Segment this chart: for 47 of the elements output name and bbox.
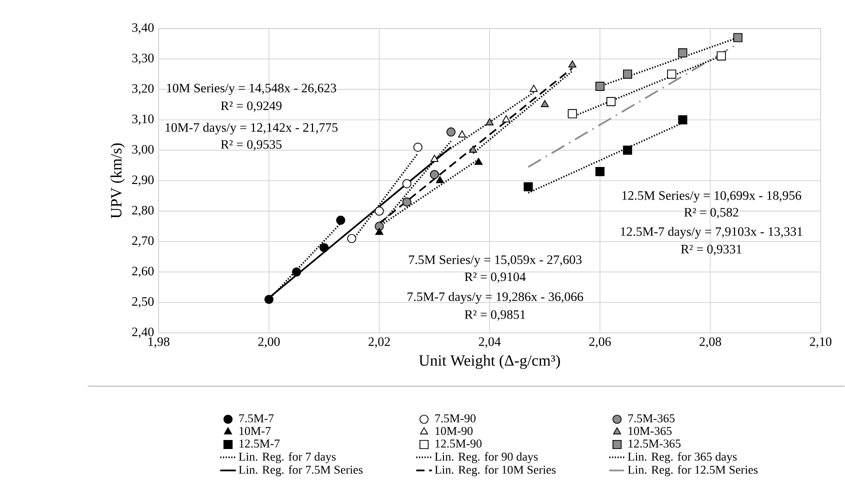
legend-label: 7.5M-90 (435, 414, 476, 422)
annotation: R² = 0,9249 (220, 101, 282, 112)
legend-label: 7.5M-365 (628, 414, 675, 422)
legend-label: Lin. Reg. for 90 days (434, 452, 538, 464)
x-tick-label: 2,08 (700, 337, 722, 348)
y-tick-label: 2,70 (132, 236, 154, 247)
annotation: 12.5M-7 days/y = 7,9103x - 13,331 (620, 226, 802, 238)
annotation: 7.5M Series/y = 15,059x - 27,603 (409, 255, 582, 267)
legend-label: Lin. Reg. for 7 days (238, 452, 336, 464)
x-axis-title: Unit Weight (Δ-g/cm³) (418, 354, 560, 369)
legend-label: 10M-7 (240, 426, 271, 435)
y-tick-label: 3,20 (132, 84, 154, 95)
x-tick-label: 2,00 (258, 337, 280, 348)
annotation: 7.5M-7 days/y = 19,286x - 36,066 (408, 292, 584, 304)
legend-label: Lin. Reg. for 7.5M Series (238, 465, 363, 476)
y-tick-label: 2,60 (132, 266, 154, 278)
x-tick-label: 2,04 (478, 337, 501, 348)
legend-label: 7.5M-7 (239, 414, 274, 422)
x-tick-label: 1,98 (148, 337, 170, 348)
y-tick-label: 3,40 (132, 23, 154, 34)
y-tick-label: 2,90 (132, 175, 154, 186)
y-tick-label: 3,30 (132, 54, 154, 64)
y-tick-label: 3,00 (132, 144, 154, 156)
annotation: 10M Series/y = 14,548x - 26,623 (167, 84, 336, 95)
legend-label: 12.5M-7 (240, 439, 280, 448)
legend-label: 10M-90 (436, 426, 473, 435)
legend-label: Lin. Reg. for 365 days (628, 452, 737, 464)
annotation: 10M-7 days/y = 12,142x - 21,775 (166, 122, 338, 134)
y-tick-label: 2,40 (132, 327, 154, 338)
legend-label: Lin. Reg. for 10M Series (434, 465, 556, 476)
annotation: R² = 0,9104 (464, 272, 526, 283)
legend-label: Lin. Reg. for 12.5M Series (628, 465, 758, 476)
x-tick-label: 2,06 (589, 337, 611, 348)
annotation: 12.5M Series/y = 10,699x - 18,956 (622, 191, 802, 202)
legend-label: 12.5M-365 (628, 439, 681, 448)
y-tick-label: 2,80 (132, 206, 154, 216)
y-tick-label: 3,10 (132, 114, 154, 125)
legend-label: 12.5M-90 (436, 439, 482, 448)
y-tick-label: 2,50 (132, 297, 154, 308)
annotation: R² = 0,9535 (220, 140, 282, 151)
y-axis-title: UPV (km/s) (110, 143, 125, 218)
annotation: R² = 0,582 (684, 208, 738, 218)
legend-label: 10M-365 (628, 426, 672, 435)
x-tick-label: 2,02 (368, 337, 390, 348)
annotation: R² = 0,9331 (681, 244, 742, 256)
annotation: R² = 0,9851 (464, 310, 526, 321)
x-tick-label: 2,10 (810, 337, 832, 348)
